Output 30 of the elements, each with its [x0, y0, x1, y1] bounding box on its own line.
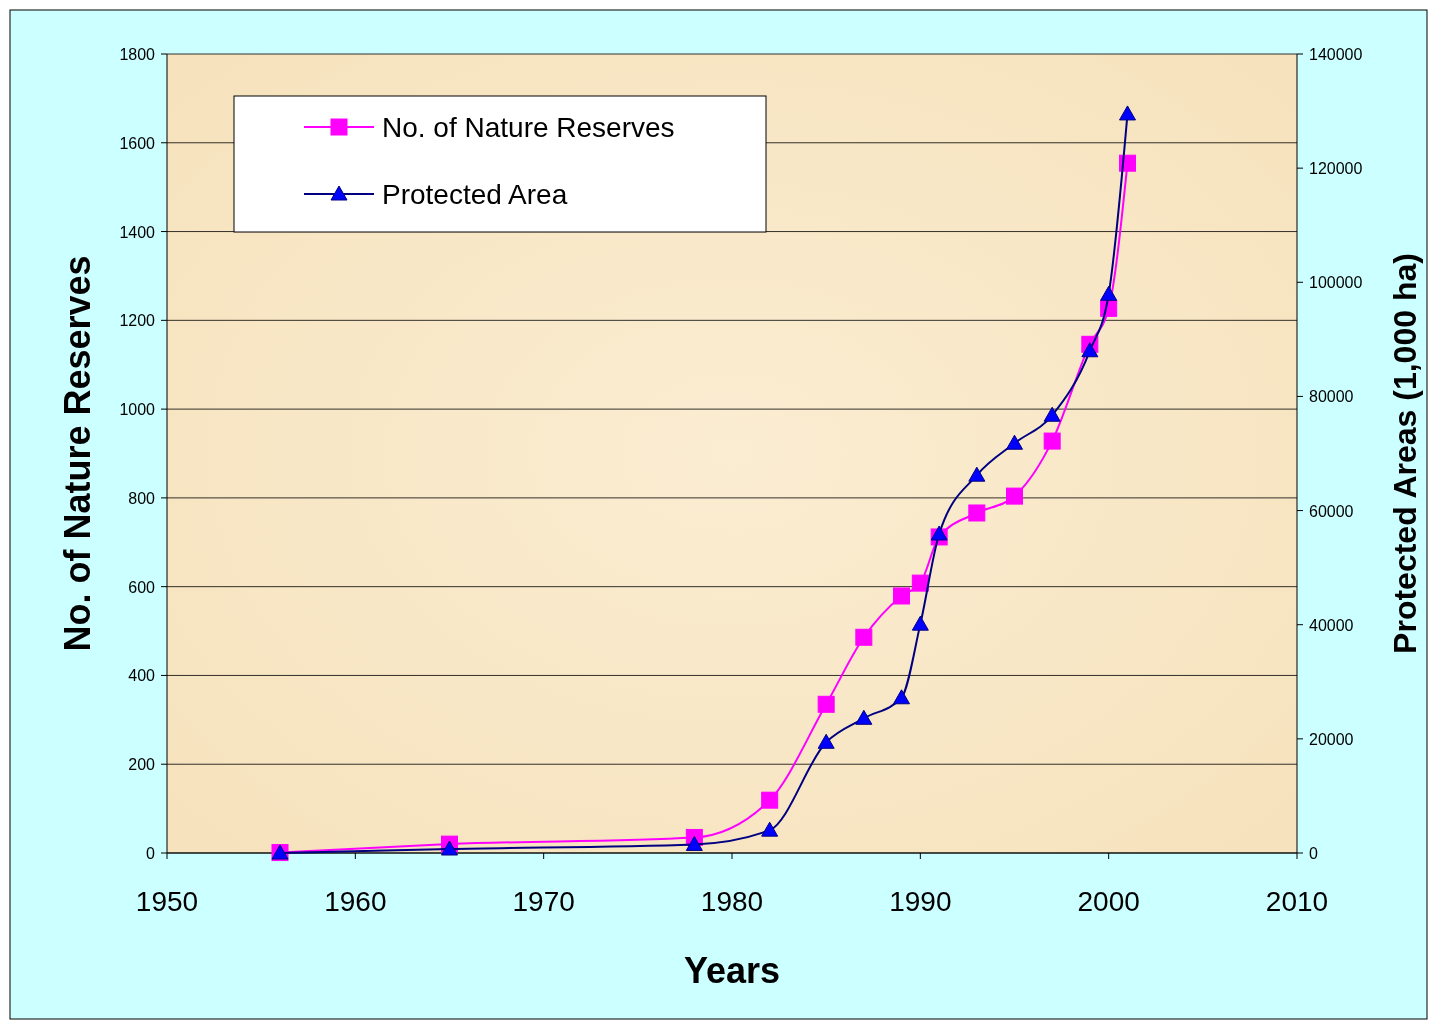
y-tick-label: 800: [128, 489, 156, 507]
legend-label: No. of Nature Reserves: [382, 112, 675, 143]
y2-tick-label: 20000: [1309, 730, 1354, 748]
y-tick-label: 400: [128, 667, 156, 685]
y-tick-label: 1000: [119, 401, 156, 419]
y-tick-label: 0: [146, 845, 156, 862]
y-axis-title: No. of Nature Reserves: [57, 255, 98, 652]
y2-tick-label: 40000: [1309, 616, 1354, 634]
y2-tick-label: 140000: [1309, 46, 1363, 63]
x-tick-label: 1950: [135, 886, 199, 917]
y-tick-label: 1200: [119, 312, 156, 330]
x-axis-title: Years: [683, 950, 781, 991]
x-tick-label: 1970: [512, 886, 575, 917]
y-tick-label: 600: [128, 578, 156, 596]
x-tick-label: 2010: [1265, 886, 1329, 917]
y-tick-label: 1400: [119, 223, 156, 241]
y-tick-label: 1600: [119, 134, 156, 152]
y2-tick-label: 120000: [1309, 160, 1363, 178]
y2-axis-title: Protected Areas (1,000 ha): [1387, 253, 1423, 654]
y-tick-label: 200: [128, 756, 156, 774]
x-tick-label: 1980: [700, 886, 764, 917]
legend-label: Protected Area: [382, 179, 568, 210]
y2-tick-label: 0: [1309, 845, 1318, 862]
x-tick-label: 1960: [324, 886, 387, 917]
y2-tick-label: 100000: [1309, 274, 1363, 292]
y2-tick-label: 60000: [1309, 502, 1354, 520]
y-tick-label: 1800: [119, 46, 156, 63]
x-tick-label: 2000: [1077, 886, 1140, 917]
y2-tick-label: 80000: [1309, 388, 1354, 406]
x-tick-label: 1990: [889, 886, 952, 917]
